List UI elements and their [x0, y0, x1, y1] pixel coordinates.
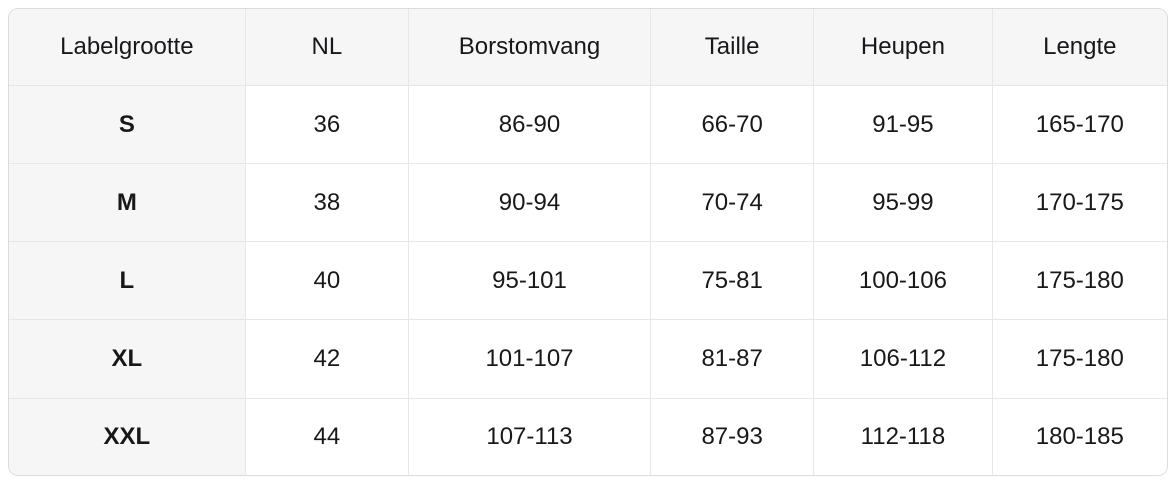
- cell-m-taille: 70-74: [649, 163, 815, 243]
- cell-xl-lengte: 175-180: [991, 319, 1167, 399]
- cell-xxl-taille: 87-93: [649, 397, 815, 475]
- cell-l-nl: 40: [244, 241, 409, 321]
- table-row-s: S 36 86-90 66-70 91-95 165-170: [9, 84, 1167, 165]
- cell-m-nl: 38: [244, 163, 409, 243]
- table-row-xxl: XXL 44 107-113 87-93 112-118 180-185: [9, 397, 1167, 475]
- column-header-nl: NL: [244, 9, 409, 86]
- cell-m-lengte: 170-175: [991, 163, 1167, 243]
- cell-xxl-lengte: 180-185: [991, 397, 1167, 475]
- cell-s-heupen: 91-95: [813, 84, 993, 165]
- cell-xl-taille: 81-87: [649, 319, 815, 399]
- cell-l-heupen: 100-106: [813, 241, 993, 321]
- table-row-xl: XL 42 101-107 81-87 106-112 175-180: [9, 319, 1167, 399]
- cell-l-borstomvang: 95-101: [407, 241, 652, 321]
- cell-xxl-borstomvang: 107-113: [407, 397, 652, 475]
- cell-s-lengte: 165-170: [991, 84, 1167, 165]
- cell-xl-heupen: 106-112: [813, 319, 993, 399]
- row-label-s: S: [9, 84, 246, 165]
- column-header-labelgrootte: Labelgrootte: [9, 9, 246, 86]
- row-label-xl: XL: [9, 319, 246, 399]
- column-header-heupen: Heupen: [813, 9, 993, 86]
- column-header-lengte: Lengte: [991, 9, 1167, 86]
- size-chart-table: Labelgrootte NL Borstomvang Taille Heupe…: [9, 9, 1167, 475]
- row-label-m: M: [9, 163, 246, 243]
- cell-m-borstomvang: 90-94: [407, 163, 652, 243]
- cell-xxl-heupen: 112-118: [813, 397, 993, 475]
- cell-s-borstomvang: 86-90: [407, 84, 652, 165]
- cell-l-lengte: 175-180: [991, 241, 1167, 321]
- row-label-xxl: XXL: [9, 397, 246, 475]
- cell-m-heupen: 95-99: [813, 163, 993, 243]
- column-header-borstomvang: Borstomvang: [407, 9, 652, 86]
- row-label-l: L: [9, 241, 246, 321]
- table-row-l: L 40 95-101 75-81 100-106 175-180: [9, 241, 1167, 321]
- cell-xl-borstomvang: 101-107: [407, 319, 652, 399]
- size-chart-table-container: Labelgrootte NL Borstomvang Taille Heupe…: [8, 8, 1168, 476]
- cell-xl-nl: 42: [244, 319, 409, 399]
- cell-s-taille: 66-70: [649, 84, 815, 165]
- cell-s-nl: 36: [244, 84, 409, 165]
- table-row-m: M 38 90-94 70-74 95-99 170-175: [9, 163, 1167, 243]
- cell-l-taille: 75-81: [649, 241, 815, 321]
- cell-xxl-nl: 44: [244, 397, 409, 475]
- header-row: Labelgrootte NL Borstomvang Taille Heupe…: [9, 9, 1167, 86]
- column-header-taille: Taille: [649, 9, 815, 86]
